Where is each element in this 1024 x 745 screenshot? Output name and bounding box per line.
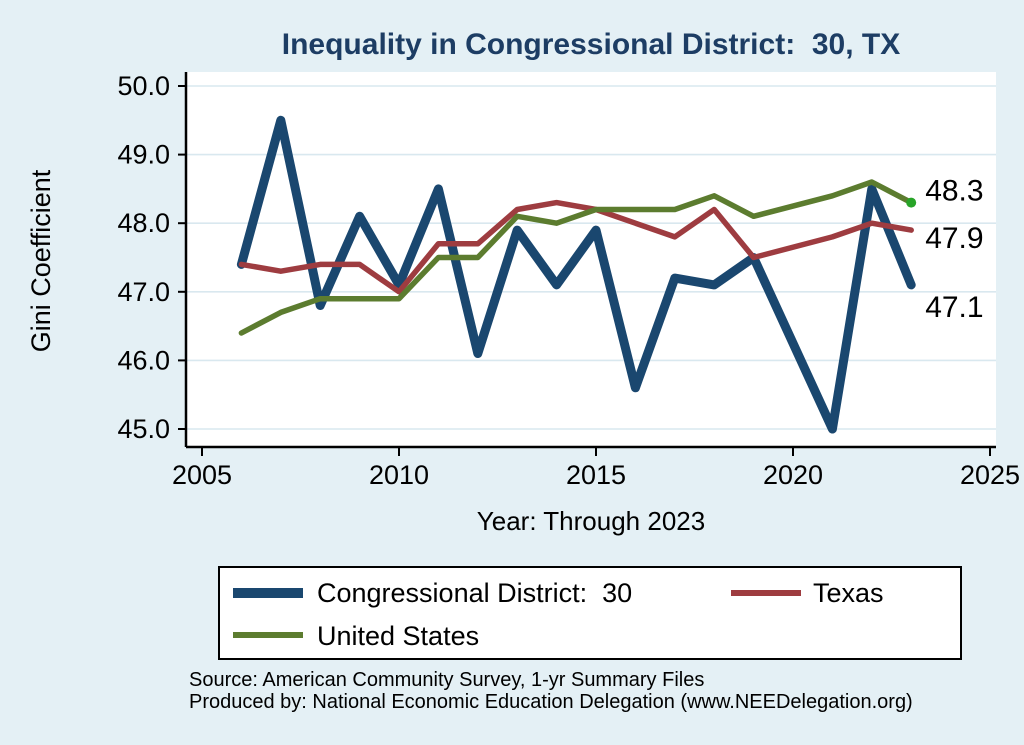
y-tick-label: 49.0	[117, 140, 170, 170]
x-tick-label: 2015	[566, 460, 626, 490]
x-tick-label: 2010	[369, 460, 429, 490]
y-tick-label: 50.0	[117, 71, 170, 101]
y-tick-label: 45.0	[117, 414, 170, 444]
chart-title: Inequality in Congressional District: 30…	[281, 28, 901, 61]
y-tick-label: 48.0	[117, 208, 170, 238]
legend-swatch-congressional-district	[233, 588, 303, 598]
legend-swatch-united-states	[233, 632, 303, 638]
series-line-united-states	[238, 179, 914, 336]
legend: Congressional District: 30 Texas United …	[218, 566, 962, 660]
y-tick-label: 46.0	[117, 345, 170, 375]
x-tick-label: 2020	[763, 460, 823, 490]
series-end-label: 48.3	[925, 175, 983, 208]
x-axis-title: Year: Through 2023	[476, 506, 706, 536]
footer: Source: American Community Survey, 1-yr …	[189, 669, 913, 713]
series-end-marker	[906, 197, 917, 208]
legend-label-congressional-district: Congressional District: 30	[317, 578, 633, 608]
x-tick-label: 2005	[172, 460, 232, 490]
legend-label-texas: Texas	[813, 578, 884, 608]
series-line-congressional-district-30	[236, 115, 916, 434]
series-end-label: 47.9	[925, 222, 983, 255]
x-tick-label: 2025	[960, 460, 1020, 490]
footer-produced-by: Produced by: National Economic Education…	[189, 691, 913, 713]
footer-source: Source: American Community Survey, 1-yr …	[189, 669, 705, 691]
legend-swatch-texas	[731, 590, 801, 596]
legend-label-united-states: United States	[317, 621, 480, 651]
series-end-label: 47.1	[925, 291, 983, 324]
series-line-texas	[238, 199, 914, 295]
y-tick-label: 47.0	[117, 277, 170, 307]
